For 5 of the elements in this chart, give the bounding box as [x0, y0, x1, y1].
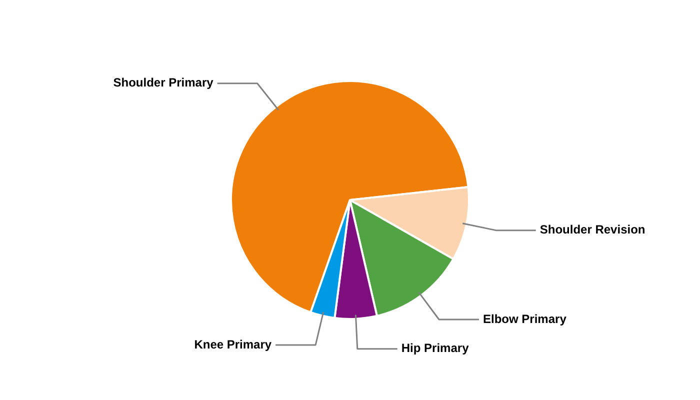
slice-label: Hip Primary — [401, 341, 470, 356]
slice-label: Knee Primary — [194, 337, 272, 352]
slice-label: Shoulder Primary — [113, 76, 214, 90]
slice-label: Elbow Primary — [483, 312, 567, 326]
slice-label: Shoulder Revision — [540, 222, 646, 237]
